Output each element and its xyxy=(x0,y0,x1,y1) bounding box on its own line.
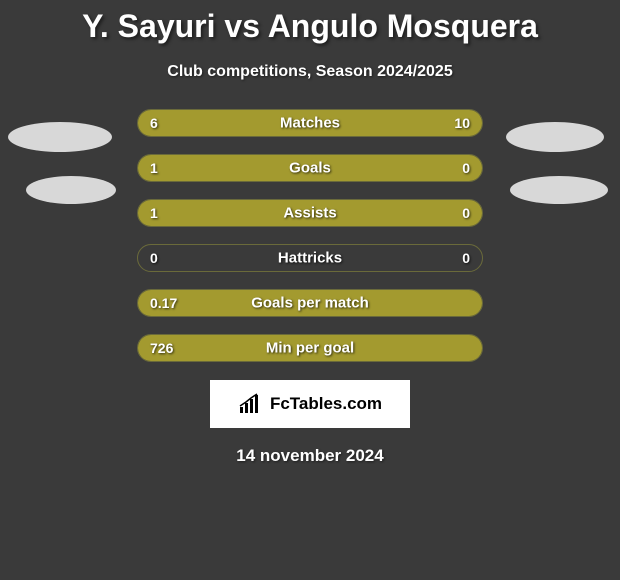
branding-logo-box: FcTables.com xyxy=(210,380,410,428)
page-subtitle: Club competitions, Season 2024/2025 xyxy=(167,63,452,81)
page-title: Y. Sayuri vs Angulo Mosquera xyxy=(82,8,538,45)
stat-bar-left xyxy=(138,200,406,226)
stat-value-right: 0 xyxy=(462,160,470,176)
stat-value-left: 726 xyxy=(150,340,173,356)
stat-row-goals-per-match: 0.17 Goals per match xyxy=(137,289,483,317)
stat-label: Hattricks xyxy=(278,250,342,267)
stat-value-left: 0.17 xyxy=(150,295,177,311)
stat-row-goals: 1 Goals 0 xyxy=(137,154,483,182)
stat-value-left: 6 xyxy=(150,115,158,131)
stat-value-left: 1 xyxy=(150,205,158,221)
stat-value-left: 1 xyxy=(150,160,158,176)
stat-label: Goals xyxy=(289,160,331,177)
stat-row-min-per-goal: 726 Min per goal xyxy=(137,334,483,362)
stat-row-hattricks: 0 Hattricks 0 xyxy=(137,244,483,272)
stat-label: Goals per match xyxy=(251,295,369,312)
stat-value-left: 0 xyxy=(150,250,158,266)
stat-bar-right xyxy=(406,155,482,181)
branding-logo-text: FcTables.com xyxy=(270,394,382,414)
stat-value-right: 10 xyxy=(454,115,470,131)
stat-label: Min per goal xyxy=(266,340,354,357)
footer-date: 14 november 2024 xyxy=(236,446,383,466)
stat-row-matches: 6 Matches 10 xyxy=(137,109,483,137)
stats-area: 6 Matches 10 1 Goals 0 1 Assists 0 0 Hat… xyxy=(0,109,620,362)
stat-row-assists: 1 Assists 0 xyxy=(137,199,483,227)
stat-label: Matches xyxy=(280,115,340,132)
fctables-logo-icon xyxy=(238,393,264,415)
main-container: Y. Sayuri vs Angulo Mosquera Club compet… xyxy=(0,0,620,466)
stat-bar-right xyxy=(406,200,482,226)
stat-value-right: 0 xyxy=(462,205,470,221)
stat-value-right: 0 xyxy=(462,250,470,266)
stat-bar-left xyxy=(138,155,406,181)
stat-label: Assists xyxy=(283,205,336,222)
